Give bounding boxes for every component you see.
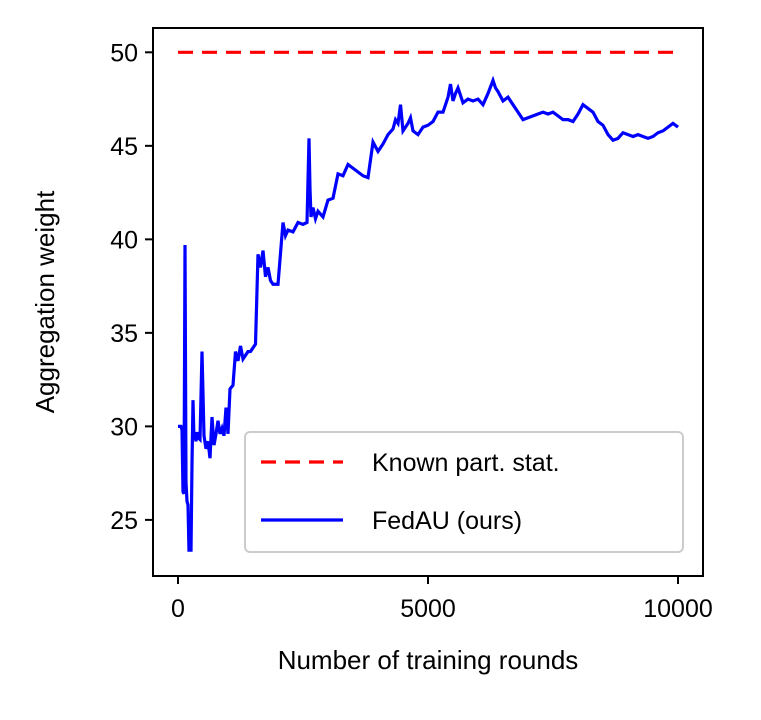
series-layer — [178, 50, 679, 552]
x-tick-label: 10000 — [643, 595, 713, 623]
y-axis-label: Aggregation weight — [30, 190, 60, 413]
legend-box — [244, 431, 684, 553]
x-axis-label: Number of training rounds — [278, 645, 579, 675]
y-tick-label: 40 — [110, 226, 138, 254]
ticks-layer: 0 5000 10000 25 30 35 40 45 50 — [110, 39, 713, 623]
y-tick-label: 45 — [110, 133, 138, 161]
x-tick-label: 5000 — [400, 595, 456, 623]
y-tick-label: 50 — [110, 39, 138, 67]
y-tick-label: 25 — [110, 507, 138, 535]
series-line-1 — [178, 75, 679, 552]
legend-label-known: Known part. stat. — [372, 449, 560, 477]
x-tick-label: 0 — [171, 595, 185, 623]
legend-label-fedau: FedAU (ours) — [372, 507, 522, 535]
y-tick-label: 35 — [110, 320, 138, 348]
y-tick-label: 30 — [110, 413, 138, 441]
legend: Known part. stat. FedAU (ours) — [244, 431, 684, 553]
